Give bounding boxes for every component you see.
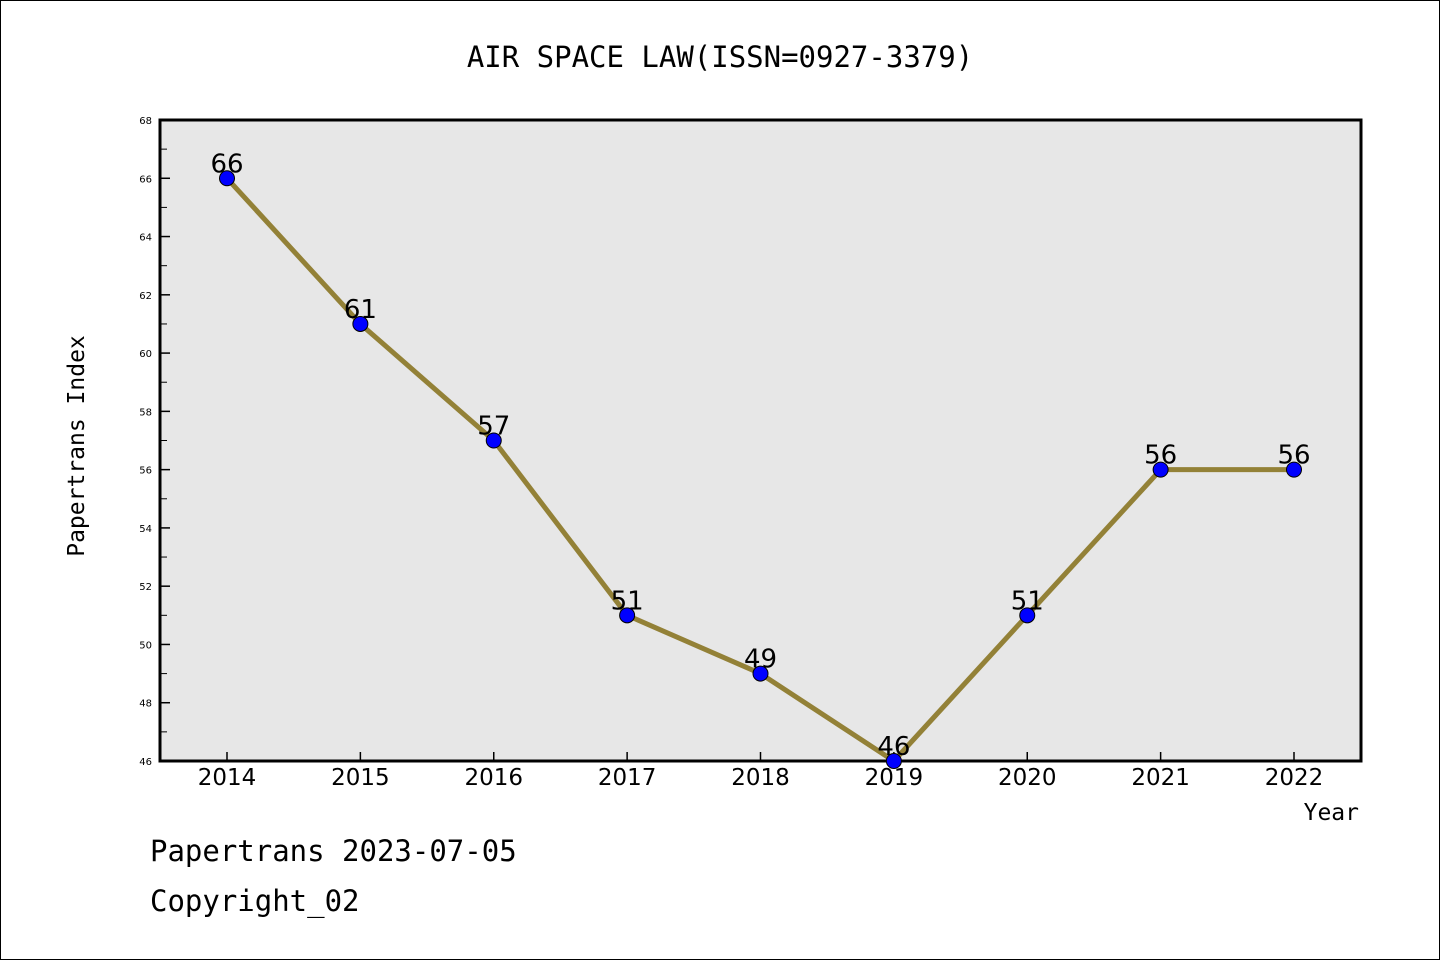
x-tick-label: 2022: [1265, 765, 1324, 791]
y-tick-label: 46: [139, 757, 152, 768]
data-point: [1152, 461, 1169, 478]
data-markers: [219, 170, 1302, 769]
y-tick-label: 66: [139, 174, 152, 185]
data-point: [219, 170, 235, 187]
y-tick-label: 50: [139, 640, 152, 651]
data-label: 51: [1011, 586, 1044, 616]
y-tick-label: 54: [139, 524, 152, 535]
y-axis: 46 48 50 52 54 56 58 60 62 64 66 68: [139, 116, 170, 768]
data-point: [752, 665, 769, 682]
x-tick-label: 2020: [998, 765, 1057, 791]
y-tick-label: 62: [139, 291, 152, 302]
data-point: [485, 432, 502, 449]
data-point: [352, 315, 369, 332]
data-point: [885, 753, 902, 769]
y-tick-label: 52: [139, 582, 152, 593]
data-labels: 66 61 57 51 49 46 51 56 56: [210, 149, 1310, 762]
footer-date-text: Papertrans 2023-07-05: [150, 834, 517, 868]
y-tick-label: 48: [139, 699, 152, 710]
chart-title: AIR SPACE LAW(ISSN=0927-3379): [467, 40, 973, 74]
data-label: 61: [344, 295, 377, 325]
y-tick-label: 58: [139, 407, 152, 418]
footer-copyright-text: Copyright_02: [150, 884, 360, 918]
data-label: 49: [744, 645, 777, 675]
y-tick-label: 56: [139, 466, 152, 477]
data-point: [619, 607, 636, 624]
data-point: [1019, 607, 1036, 624]
x-tick-label: 2019: [865, 765, 924, 791]
x-tick-label: 2015: [331, 765, 390, 791]
y-tick-label: 64: [139, 233, 152, 244]
data-label: 56: [1144, 441, 1177, 471]
y-axis-label: Papertrans Index: [64, 335, 90, 557]
x-tick-label: 2021: [1131, 765, 1190, 791]
data-label: 66: [210, 149, 243, 179]
data-point: [1286, 461, 1302, 478]
y-tick-label: 68: [139, 116, 152, 127]
data-label: 51: [611, 586, 644, 616]
x-axis: 2014 2015 2016 2017 2018 2019 2020 2021 2022: [198, 752, 1324, 791]
x-axis-label: Year: [1304, 800, 1359, 826]
x-tick-label: 2018: [731, 765, 790, 791]
x-tick-label: 2016: [464, 765, 523, 791]
data-label: 46: [877, 732, 910, 762]
plot-area: [158, 118, 1363, 763]
x-tick-label: 2014: [198, 765, 257, 791]
y-tick-label: 60: [139, 349, 152, 360]
data-label: 56: [1277, 441, 1310, 471]
x-tick-label: 2017: [598, 765, 657, 791]
data-label: 57: [477, 412, 510, 442]
